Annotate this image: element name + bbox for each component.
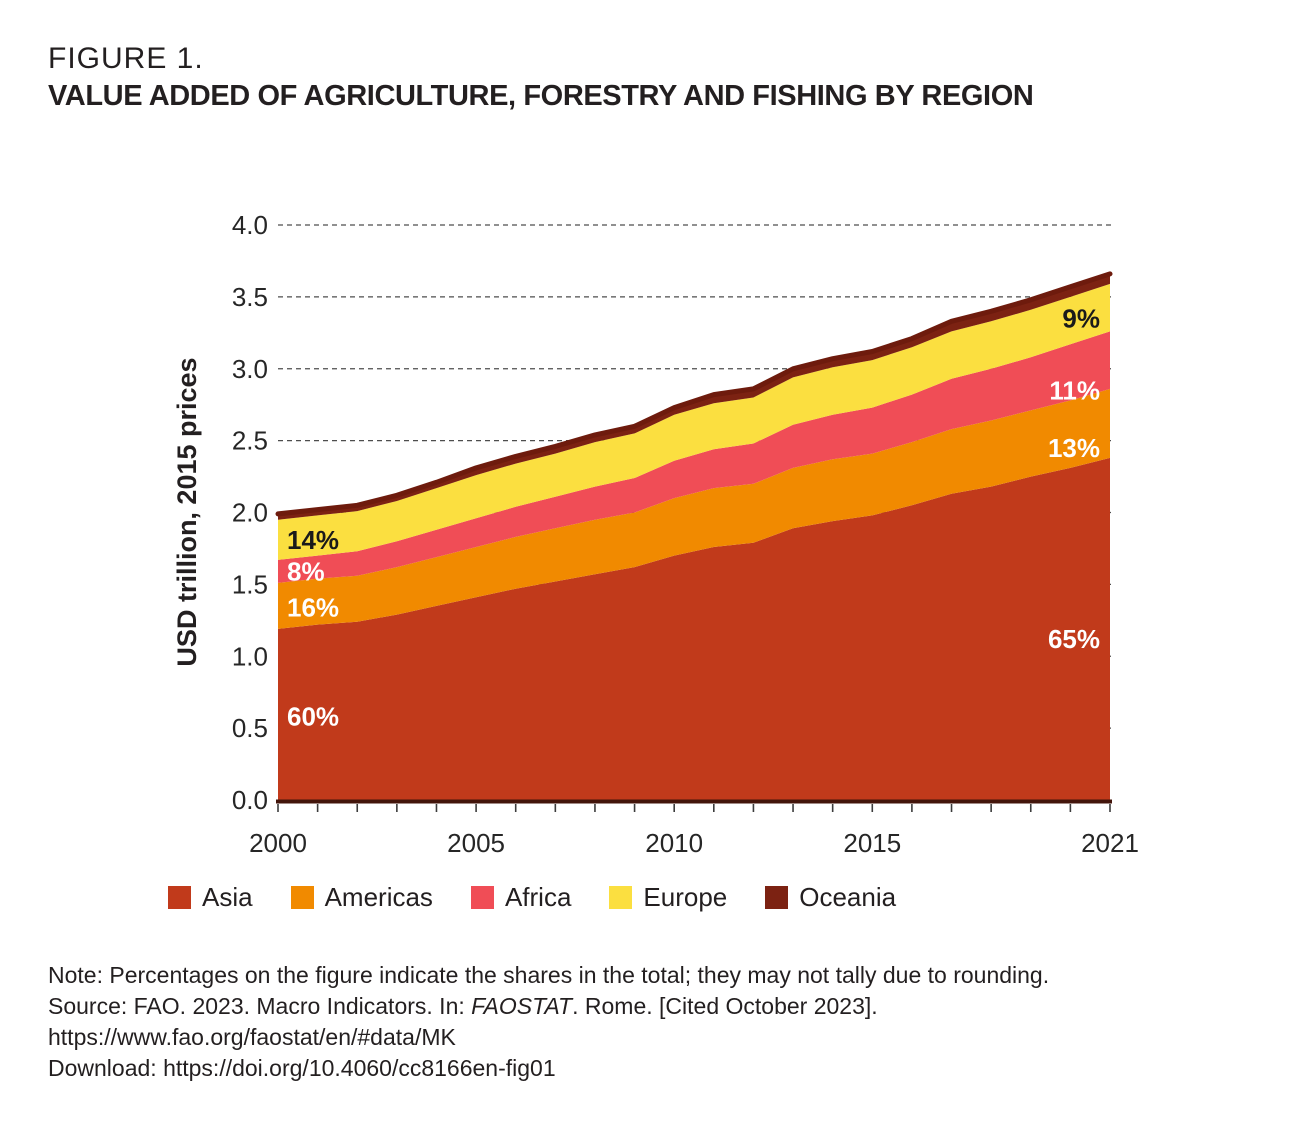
area-africa (278, 331, 1110, 583)
area-series (278, 273, 1110, 800)
share-label-africa-left: 8% (287, 556, 325, 586)
share-label-americas-right: 13% (1048, 433, 1100, 463)
note-line-source: Source: FAO. 2023. Macro Indicators. In:… (48, 993, 878, 1019)
share-label-africa-right: 11% (1049, 375, 1100, 405)
figure-label: FIGURE 1. (48, 42, 204, 75)
share-label-asia-right: 65% (1048, 624, 1100, 654)
share-label-europe-left: 14% (287, 525, 339, 555)
legend-label: Americas (324, 882, 433, 912)
y-tick-label-3.0: 3.0 (232, 354, 268, 384)
area-europe (278, 283, 1110, 560)
x-tick-label-2021: 2021 (1081, 828, 1139, 858)
y-tick-label-0.0: 0.0 (232, 785, 268, 815)
x-tick-label-2015: 2015 (843, 828, 901, 858)
share-label-asia-left: 60% (287, 702, 339, 732)
x-tick-label-2005: 2005 (447, 828, 505, 858)
y-tick-label-2.0: 2.0 (232, 498, 268, 528)
legend-label: Oceania (799, 882, 897, 912)
y-axis-tick-labels: 0.0 0.5 1.0 1.5 2.0 2.5 3.0 3.5 4.0 (232, 210, 268, 815)
figure-title: VALUE ADDED OF AGRICULTURE, FORESTRY AND… (48, 80, 1034, 112)
legend-item-oceania: Oceania (765, 882, 896, 913)
legend-item-europe: Europe (609, 882, 727, 913)
y-tick-label-4.0: 4.0 (232, 210, 268, 240)
note-line-download: Download: https://doi.org/10.4060/cc8166… (48, 1055, 556, 1081)
legend-item-asia: Asia (168, 882, 253, 913)
area-asia (278, 457, 1110, 800)
note-line-rounding: Note: Percentages on the figure indicate… (48, 962, 1050, 988)
x-axis-ticks (277, 804, 1111, 812)
share-label-americas-left: 16% (287, 592, 339, 622)
legend-label: Europe (643, 882, 728, 912)
y-tick-label-0.5: 0.5 (232, 713, 268, 743)
area-americas (278, 388, 1110, 629)
legend-label: Asia (202, 882, 253, 912)
y-tick-label-3.5: 3.5 (232, 282, 268, 312)
legend-label: Africa (504, 882, 572, 912)
legend-swatch-americas (290, 886, 314, 909)
y-tick-label-1.0: 1.0 (232, 641, 268, 671)
legend-swatch-europe (609, 886, 633, 909)
legend-swatch-asia (168, 886, 191, 909)
chart-legend: Asia Americas Africa Europe Oceania (168, 882, 896, 913)
y-tick-label-1.5: 1.5 (232, 569, 268, 599)
oceania-top-line (275, 271, 1113, 517)
legend-item-americas: Americas (290, 882, 433, 913)
y-tick-label-2.5: 2.5 (232, 426, 268, 456)
y-axis-title: USD trillion, 2015 prices (172, 357, 202, 666)
share-label-europe-right: 9% (1062, 303, 1100, 333)
figure-note: Note: Percentages on the figure indicate… (48, 960, 1049, 1084)
legend-swatch-africa (470, 886, 494, 909)
legend-swatch-oceania (765, 886, 789, 909)
x-axis-tick-labels: 2000 2005 2010 2015 2021 (249, 828, 1139, 858)
note-line-url: https://www.fao.org/faostat/en/#data/MK (48, 1024, 456, 1050)
legend-item-africa: Africa (470, 882, 572, 913)
x-tick-label-2010: 2010 (645, 828, 703, 858)
x-tick-label-2000: 2000 (249, 828, 307, 858)
share-percentage-labels: 60% 16% 8%14% 65% 13% 11% 9% (287, 303, 1100, 731)
